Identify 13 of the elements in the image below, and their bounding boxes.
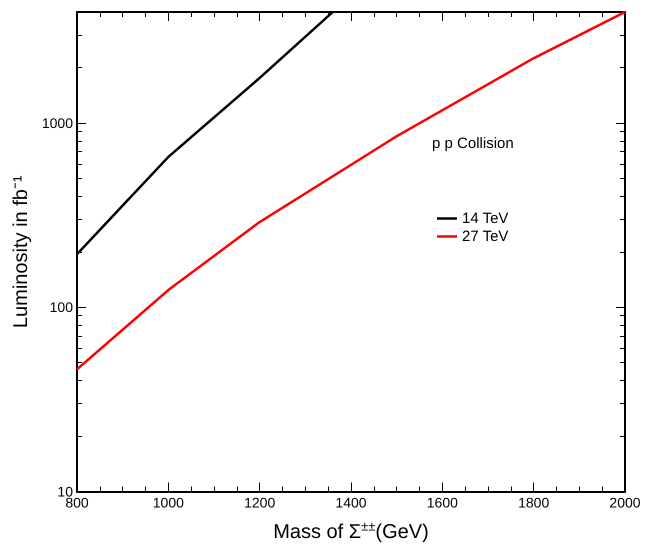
y-tick-label: 100 [50,299,74,316]
x-tick-label: 1200 [244,494,276,510]
x-tick-label: 2000 [609,494,641,510]
legend-label: 27 TeV [462,228,508,245]
y-tick-label: 1000 [42,114,74,131]
x-tick-label: 1400 [335,494,367,510]
legend-label: 14 TeV [462,210,508,227]
x-tick-label: 1800 [518,494,550,510]
x-axis-title: Mass of Σ±±(GeV) [273,518,429,543]
x-tick-label: 1000 [152,494,184,510]
y-axis-title: Luminosity in fb⁻¹ [10,175,32,328]
x-tick-label: 1600 [426,494,458,510]
annotation: p p Collision [432,135,514,152]
